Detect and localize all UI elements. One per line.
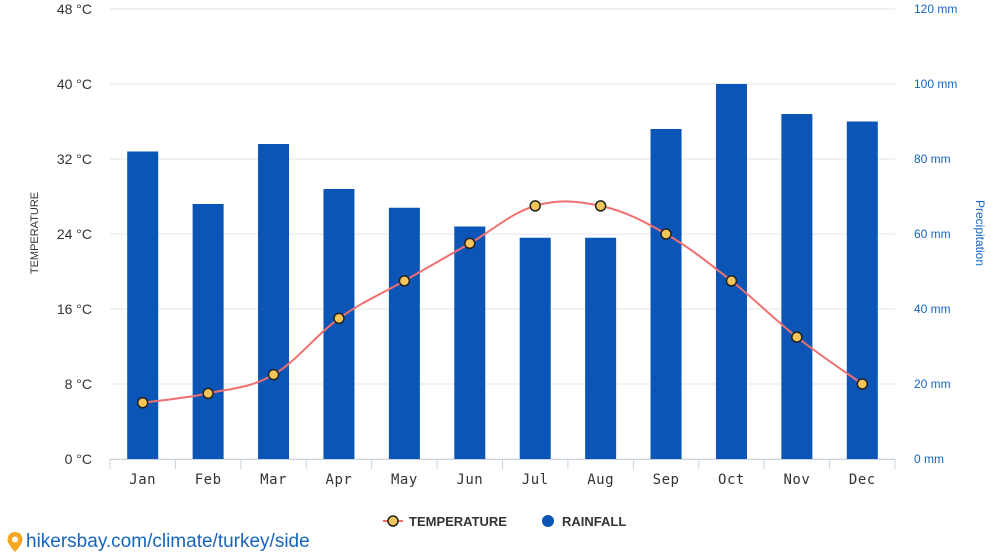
x-tick-label: Jan	[129, 472, 156, 488]
legend-rainfall-marker	[542, 515, 554, 527]
x-tick-label: May	[391, 472, 418, 488]
legend-temperature-label: TEMPERATURE	[409, 514, 507, 529]
left-tick-label: 24 °C	[57, 226, 92, 242]
legend-rainfall-label: RAINFALL	[562, 514, 626, 529]
x-tick-label: Feb	[195, 472, 222, 488]
rainfall-bar-may[interactable]	[388, 207, 420, 459]
right-axis-title: Precipitation	[973, 200, 987, 266]
right-tick-label: 120 mm	[914, 2, 957, 16]
climate-chart: Jan Feb Mar Apr May Jun Jul Aug Sep Oct Nov Dec 0 °…	[29, 1, 987, 529]
legend-item-rainfall[interactable]: RAINFALL	[542, 514, 626, 529]
x-tick-label: Aug	[587, 472, 614, 488]
temperature-point-nov[interactable]	[791, 331, 803, 343]
right-tick-label: 80 mm	[914, 152, 951, 166]
left-axis-ticks: 0 °C 8 °C 16 °C 24 °C 32 °C 40 °C 48 °C	[57, 1, 92, 467]
temperature-point-sep[interactable]	[660, 228, 672, 240]
right-axis-ticks: 0 mm 20 mm 40 mm 60 mm 80 mm 100 mm 120 mm	[914, 2, 957, 466]
temperature-point-apr[interactable]	[333, 312, 345, 325]
temperature-point-aug[interactable]	[594, 200, 607, 212]
rainfall-bar-dec[interactable]	[846, 121, 878, 460]
rainfall-bar-jun[interactable]	[454, 226, 486, 460]
x-tick-label: Apr	[326, 472, 353, 488]
rainfall-bar-mar[interactable]	[258, 144, 290, 459]
right-tick-label: 20 mm	[914, 377, 951, 391]
right-tick-label: 40 mm	[914, 302, 951, 316]
left-tick-label: 0 °C	[65, 451, 92, 467]
left-tick-label: 32 °C	[57, 151, 92, 167]
source-link[interactable]: hikersbay.com/climate/turkey/side	[6, 531, 310, 553]
temperature-point-may[interactable]	[398, 275, 411, 287]
left-tick-label: 16 °C	[57, 301, 92, 317]
temperature-point-jul[interactable]	[529, 200, 541, 212]
temperature-line	[136, 200, 869, 409]
x-axis: Jan Feb Mar Apr May Jun Jul Aug Sep Oct Nov Dec	[109, 459, 896, 488]
temperature-point-jan[interactable]	[136, 397, 149, 409]
x-tick-label: Sep	[653, 472, 680, 488]
legend-item-temperature[interactable]: TEMPERATURE	[383, 514, 507, 529]
x-tick-label: Dec	[849, 472, 876, 488]
left-tick-label: 40 °C	[57, 76, 92, 92]
left-axis-title: TEMPERATURE	[29, 192, 41, 274]
temperature-point-mar[interactable]	[267, 368, 280, 381]
rainfall-bar-nov[interactable]	[781, 114, 813, 459]
right-tick-label: 0 mm	[914, 452, 944, 466]
right-tick-label: 100 mm	[914, 77, 957, 91]
legend[interactable]: TEMPERATURE RAINFALL	[383, 514, 626, 529]
temperature-curve	[142, 200, 863, 404]
x-tick-label: Jul	[522, 472, 549, 488]
temperature-point-feb[interactable]	[202, 387, 214, 400]
grid-lines	[110, 8, 895, 460]
rainfall-bar-feb[interactable]	[192, 204, 224, 459]
x-tick-label: Nov	[783, 472, 810, 488]
temperature-point-dec[interactable]	[856, 378, 869, 390]
temperature-point-oct[interactable]	[725, 275, 738, 287]
temperature-point-jun[interactable]	[464, 237, 476, 250]
x-tick-label: Jun	[456, 472, 483, 488]
rainfall-bar-jul[interactable]	[519, 237, 551, 459]
rainfall-bar-aug[interactable]	[585, 237, 617, 459]
rainfall-bar-sep[interactable]	[650, 129, 682, 459]
rainfall-bars	[127, 84, 878, 459]
legend-temperature-marker	[387, 515, 399, 527]
x-tick-label: Mar	[260, 472, 287, 488]
location-pin-icon	[7, 532, 23, 552]
x-tick-label: Oct	[718, 472, 745, 488]
left-tick-label: 8 °C	[65, 376, 92, 392]
right-tick-label: 60 mm	[914, 227, 951, 241]
source-link-text[interactable]: hikersbay.com/climate/turkey/side	[26, 531, 310, 552]
left-tick-label: 48 °C	[57, 1, 92, 17]
rainfall-bar-jan[interactable]	[127, 151, 159, 460]
